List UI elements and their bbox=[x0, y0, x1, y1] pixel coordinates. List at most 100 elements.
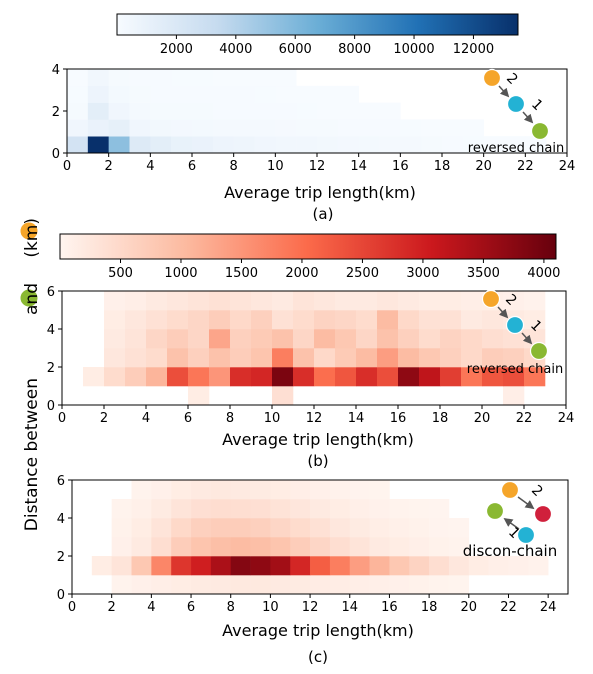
heatmap-cell bbox=[461, 310, 483, 330]
ylabel-part-1: and bbox=[22, 283, 42, 315]
heatmap-cell bbox=[146, 310, 168, 330]
x-tick-label: 18 bbox=[432, 411, 449, 426]
heatmap-cells-a bbox=[67, 69, 547, 154]
heatmap-cell bbox=[272, 348, 294, 368]
heatmap-cell bbox=[272, 291, 294, 311]
x-tick-label: 18 bbox=[434, 159, 451, 174]
heatmap-cell bbox=[398, 310, 420, 330]
heatmap-cell bbox=[171, 480, 192, 500]
heatmap-cell bbox=[146, 291, 168, 311]
heatmap-cell bbox=[131, 499, 152, 519]
heatmap-cell bbox=[337, 136, 359, 154]
colorbar-tick-label: 1000 bbox=[164, 266, 197, 281]
heatmap-cell bbox=[171, 518, 192, 538]
heatmap-cell bbox=[398, 291, 420, 311]
heatmap-cell bbox=[191, 480, 212, 500]
y-tick-label: 0 bbox=[52, 147, 60, 162]
heatmap-cell bbox=[504, 136, 526, 154]
chain-arrow bbox=[497, 306, 509, 319]
heatmap-cell bbox=[349, 499, 370, 519]
heatmap-cell bbox=[167, 367, 189, 387]
heatmap-cell bbox=[524, 310, 546, 330]
heatmap-cell bbox=[369, 499, 390, 519]
heatmap-cell bbox=[503, 367, 525, 387]
heatmap-cell bbox=[290, 556, 311, 576]
heatmap-cell bbox=[230, 575, 251, 595]
heatmap-cell bbox=[429, 556, 450, 576]
heatmap-cell bbox=[230, 348, 252, 368]
colorbar-b-gradient bbox=[59, 233, 557, 260]
x-ticks-b: 0 2 4 6 8 10 12 14 16 18 20 22 24 bbox=[58, 405, 574, 426]
heatmap-cell bbox=[419, 367, 441, 387]
heatmap-cell bbox=[131, 537, 152, 557]
heatmap-cell bbox=[272, 367, 294, 387]
x-tick-label: 10 bbox=[262, 600, 279, 615]
heatmap-cell bbox=[335, 291, 357, 311]
heatmap-cell bbox=[369, 518, 390, 538]
x-tick-label: 14 bbox=[348, 411, 365, 426]
heatmap-cell bbox=[104, 348, 126, 368]
heatmap-cell bbox=[524, 291, 546, 311]
x-tick-label: 16 bbox=[381, 600, 398, 615]
heatmap-cell bbox=[389, 575, 410, 595]
heatmap-cell bbox=[293, 310, 315, 330]
heatmap-cell bbox=[503, 291, 525, 311]
heatmap-cell bbox=[212, 69, 234, 87]
heatmap-cell bbox=[151, 575, 172, 595]
heatmap-cell bbox=[250, 537, 271, 557]
heatmap-cell bbox=[488, 556, 509, 576]
heatmap-cell bbox=[317, 119, 339, 137]
heatmap-cell bbox=[290, 575, 311, 595]
heatmap-cell bbox=[129, 85, 151, 103]
y-tick-label: 0 bbox=[57, 588, 65, 603]
heatmap-cell bbox=[151, 499, 172, 519]
heatmap-cell bbox=[188, 310, 210, 330]
chain-edge-label: 2 bbox=[503, 70, 521, 88]
heatmap-cell bbox=[290, 499, 311, 519]
heatmap-cell bbox=[210, 480, 232, 500]
heatmap-cell bbox=[192, 136, 214, 154]
heatmap-cell bbox=[212, 136, 234, 154]
heatmap-cell bbox=[254, 85, 276, 103]
heatmap-cell bbox=[210, 518, 232, 538]
heatmap-cell bbox=[337, 102, 359, 120]
heatmap-cell bbox=[335, 329, 357, 349]
x-tick-label: 6 bbox=[188, 159, 196, 174]
chain-type-label: reversed chain bbox=[467, 362, 563, 377]
heatmap-cell bbox=[171, 102, 193, 120]
heatmap-cell bbox=[212, 102, 234, 120]
heatmap-cell bbox=[508, 556, 529, 576]
heatmap-cell bbox=[108, 85, 130, 103]
heatmap-cell bbox=[171, 85, 193, 103]
y-ticks-a: 0 2 4 bbox=[52, 63, 67, 162]
heatmap-cell bbox=[389, 499, 410, 519]
heatmap-cell bbox=[503, 329, 525, 349]
heatmap-cell bbox=[377, 291, 399, 311]
heatmap-cell bbox=[293, 291, 315, 311]
heatmap-cell bbox=[293, 329, 315, 349]
heatmap-cell bbox=[151, 537, 172, 557]
heatmap-cell bbox=[429, 575, 450, 595]
heatmap-cell bbox=[250, 556, 271, 576]
heatmap-cell bbox=[125, 367, 147, 387]
heatmap-cell bbox=[409, 575, 430, 595]
heatmap-cell bbox=[230, 367, 252, 387]
y-tick-label: 4 bbox=[52, 63, 60, 78]
heatmap-cell bbox=[270, 537, 291, 557]
heatmap-cell bbox=[171, 136, 193, 154]
heatmap-cell bbox=[314, 367, 336, 387]
heatmap-cell bbox=[482, 310, 504, 330]
heatmap-cell bbox=[91, 556, 112, 576]
heatmap-cell bbox=[468, 556, 489, 576]
heatmap-cell bbox=[191, 575, 212, 595]
heatmap-cell bbox=[310, 537, 331, 557]
x-tick-label: 14 bbox=[350, 159, 367, 174]
heatmap-cell bbox=[275, 102, 297, 120]
y-tick-label: 2 bbox=[52, 105, 60, 120]
heatmap-cell bbox=[188, 329, 210, 349]
heatmap-cell bbox=[421, 136, 443, 154]
inset-diagram-a: 21 reversed chain bbox=[468, 68, 564, 156]
heatmap-cell bbox=[398, 329, 420, 349]
